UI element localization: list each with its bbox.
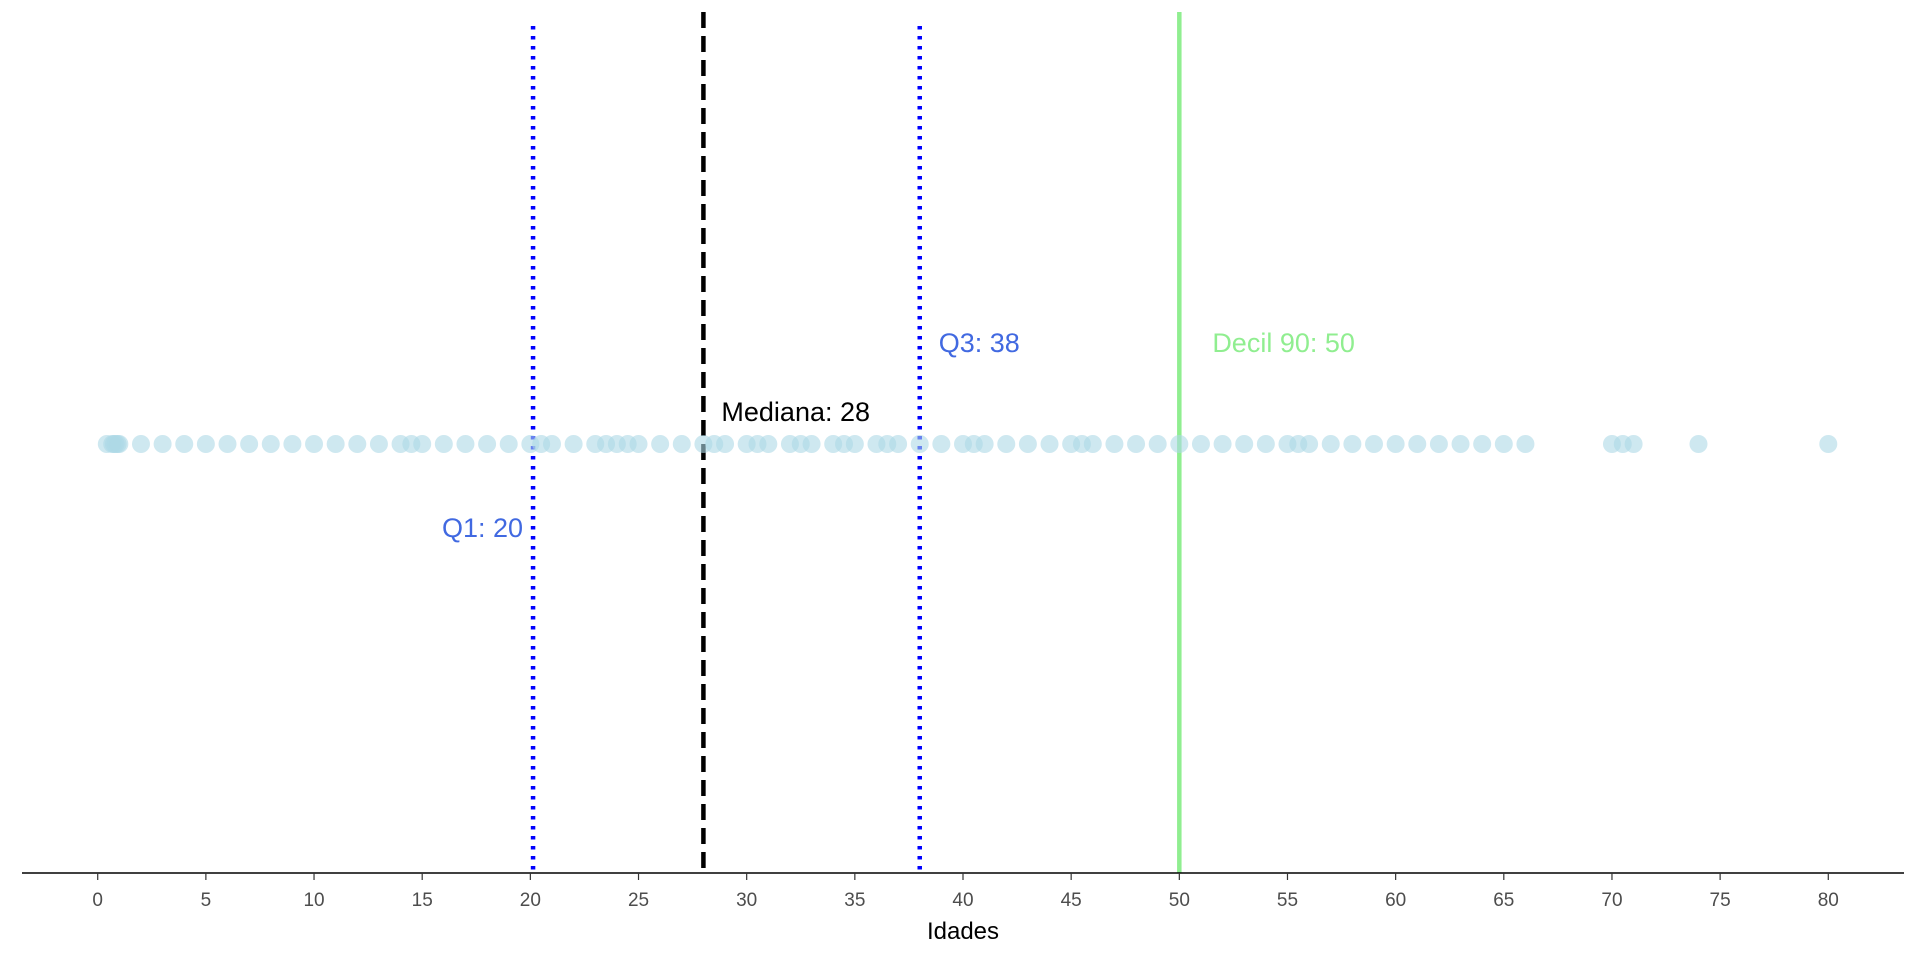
data-point: [802, 435, 821, 453]
data-point: [110, 435, 129, 453]
x-tick-label: 10: [303, 890, 324, 911]
data-point: [716, 435, 735, 453]
x-tick-label: 60: [1385, 890, 1406, 911]
data-point: [889, 435, 908, 453]
data-point: [478, 435, 497, 453]
data-point: [1429, 435, 1448, 453]
data-point: [240, 435, 259, 453]
data-point: [845, 435, 864, 453]
x-tick-label: 50: [1169, 890, 1190, 911]
data-point: [759, 435, 778, 453]
data-point: [1819, 435, 1838, 453]
data-point: [369, 435, 388, 453]
data-point: [283, 435, 302, 453]
data-point: [1689, 435, 1708, 453]
data-point: [1213, 435, 1232, 453]
x-tick-label: 5: [201, 890, 212, 911]
data-point: [1386, 435, 1405, 453]
data-point: [1083, 435, 1102, 453]
x-tick-label: 35: [844, 890, 865, 911]
x-axis-title: Idades: [927, 918, 999, 945]
data-point: [153, 435, 172, 453]
data-point: [975, 435, 994, 453]
data-point: [175, 435, 194, 453]
data-point: [1624, 435, 1643, 453]
data-point: [932, 435, 951, 453]
data-point: [261, 435, 280, 453]
data-point: [651, 435, 670, 453]
x-tick-label: 75: [1710, 890, 1731, 911]
data-point: [1170, 435, 1189, 453]
x-tick-label: 30: [736, 890, 757, 911]
data-point: [1018, 435, 1037, 453]
data-point: [564, 435, 583, 453]
data-point: [1408, 435, 1427, 453]
x-tick-label: 15: [412, 890, 433, 911]
reference-label: Q3: 38: [939, 328, 1020, 358]
data-point: [1516, 435, 1535, 453]
reference-labels: Q1: 20 Mediana: 28 Q3: 38 Decil 90: 50: [442, 328, 1355, 543]
x-tick-label: 45: [1061, 890, 1082, 911]
data-point: [910, 435, 929, 453]
data-point: [1343, 435, 1362, 453]
x-tick-label: 65: [1493, 890, 1514, 911]
data-point: [1494, 435, 1513, 453]
x-tick-label: 70: [1601, 890, 1622, 911]
data-point: [196, 435, 215, 453]
reference-label: Q1: 20: [442, 513, 523, 543]
data-point: [1256, 435, 1275, 453]
data-point: [348, 435, 367, 453]
data-point: [1321, 435, 1340, 453]
data-point: [326, 435, 345, 453]
x-axis-ticks: 0 5 10 15 20 25 30 35 40 45 50 55 60 65 70 75 80: [92, 873, 1839, 911]
data-point: [1300, 435, 1319, 453]
data-point: [413, 435, 432, 453]
data-point: [1191, 435, 1210, 453]
reference-label: Mediana: 28: [721, 397, 870, 427]
data-point: [499, 435, 518, 453]
x-tick-label: 55: [1277, 890, 1298, 911]
x-tick-label: 25: [628, 890, 649, 911]
data-point: [1105, 435, 1124, 453]
x-tick-label: 20: [520, 890, 541, 911]
data-point: [1365, 435, 1384, 453]
data-point: [1473, 435, 1492, 453]
data-point: [629, 435, 648, 453]
data-point: [131, 435, 150, 453]
data-point: [1127, 435, 1146, 453]
data-point: [1148, 435, 1167, 453]
data-points: [97, 435, 1838, 453]
x-tick-label: 0: [92, 890, 103, 911]
data-point: [1451, 435, 1470, 453]
data-point: [218, 435, 237, 453]
data-point: [1040, 435, 1059, 453]
data-point: [305, 435, 324, 453]
data-point: [1235, 435, 1254, 453]
data-point: [456, 435, 475, 453]
data-point: [672, 435, 691, 453]
reference-label: Decil 90: 50: [1212, 328, 1355, 358]
data-point: [542, 435, 561, 453]
x-tick-label: 40: [952, 890, 973, 911]
data-point: [997, 435, 1016, 453]
data-point: [434, 435, 453, 453]
x-tick-label: 80: [1818, 890, 1839, 911]
